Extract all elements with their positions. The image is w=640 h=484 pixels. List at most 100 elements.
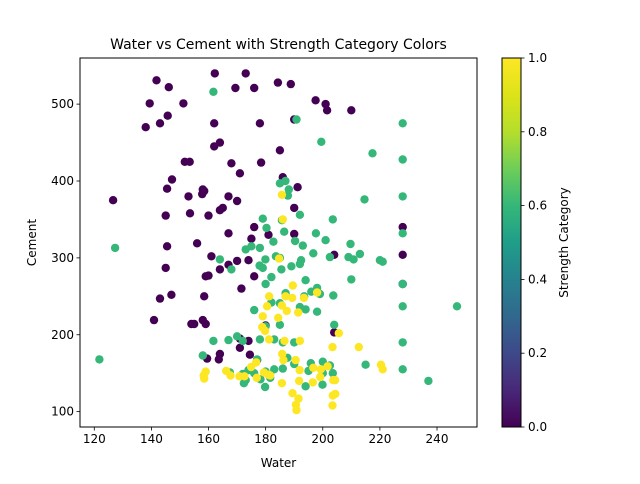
y-tick-label: 400 [51, 174, 74, 188]
data-point [316, 372, 325, 382]
data-point [361, 360, 370, 369]
data-point [292, 115, 301, 124]
data-point [95, 355, 104, 364]
data-point [295, 210, 305, 219]
data-point [244, 256, 253, 265]
data-point [232, 256, 242, 266]
data-point [281, 176, 290, 186]
data-point [279, 355, 288, 365]
data-point [274, 313, 283, 322]
y-tick-label: 300 [51, 251, 74, 265]
colorbar-tick-label: 0.8 [528, 125, 547, 139]
data-point [360, 195, 369, 204]
data-point [270, 365, 279, 374]
plot-frame [79, 57, 478, 428]
data-point [294, 376, 304, 386]
data-point [278, 364, 287, 373]
data-point [260, 382, 270, 392]
x-tick-label: 180 [254, 432, 277, 446]
data-point [346, 239, 355, 249]
data-point [227, 265, 236, 274]
data-point [368, 149, 377, 158]
data-point [155, 119, 165, 128]
data-point [277, 301, 287, 310]
data-point [204, 211, 213, 220]
data-point [275, 320, 285, 329]
data-point [281, 292, 290, 301]
data-point [398, 302, 407, 311]
data-point [328, 342, 337, 352]
colorbar-tick-label: 0.2 [528, 346, 547, 360]
data-point [291, 355, 300, 365]
data-point [287, 262, 296, 271]
data-point [398, 365, 407, 374]
data-point [316, 365, 325, 374]
x-tick-label: 220 [368, 432, 391, 446]
data-point [325, 252, 335, 262]
data-point [185, 209, 195, 218]
data-point [311, 229, 321, 238]
data-point [250, 222, 259, 232]
data-point [308, 378, 317, 387]
data-point [267, 272, 276, 282]
data-point [273, 78, 283, 87]
data-point [301, 305, 310, 314]
data-point [108, 196, 118, 205]
y-axis-ticks: 100 200 300 400 500 [51, 97, 80, 419]
data-point [215, 138, 225, 147]
data-point [155, 294, 165, 303]
data-point [398, 229, 407, 238]
data-point [262, 302, 272, 311]
data-point [282, 306, 291, 316]
data-point [207, 252, 216, 261]
x-tick-label: 160 [197, 432, 220, 446]
data-point [398, 119, 407, 128]
data-point [286, 79, 295, 89]
data-point [317, 137, 326, 146]
colorbar-tick-label: 1.0 [528, 51, 547, 65]
data-point [218, 203, 227, 213]
data-point [231, 83, 240, 93]
data-point [198, 189, 207, 199]
data-point [328, 369, 337, 378]
data-point [329, 291, 338, 300]
data-point [347, 275, 356, 284]
data-point [264, 370, 273, 379]
data-point [294, 308, 303, 317]
data-point [204, 271, 213, 280]
data-point [398, 222, 407, 232]
points-layer [95, 69, 462, 415]
data-point [239, 379, 249, 388]
y-tick-label: 200 [51, 328, 74, 342]
y-tick-label: 500 [51, 97, 74, 111]
data-point [224, 192, 233, 201]
data-point [376, 360, 386, 369]
data-point [331, 389, 340, 399]
data-point [264, 335, 274, 344]
data-point [210, 69, 219, 78]
data-point [110, 243, 120, 253]
colorbar-tick-label: 0.0 [528, 420, 547, 434]
colorbar-tick-label: 0.6 [528, 199, 547, 213]
colorbar-ticks: 0.0 0.2 0.4 0.6 0.8 1.0 [521, 51, 547, 434]
data-point [321, 99, 330, 109]
data-point [237, 284, 246, 293]
data-point [250, 83, 259, 93]
data-point [247, 234, 256, 243]
data-point [354, 342, 363, 352]
data-point [328, 215, 337, 224]
x-axis-label: Water [261, 456, 297, 470]
data-point [274, 254, 284, 263]
data-point [255, 335, 265, 344]
data-point [288, 389, 297, 398]
data-point [299, 293, 309, 303]
data-point [293, 183, 302, 192]
data-point [238, 336, 247, 346]
colorbar-tick-label: 0.4 [528, 272, 547, 286]
data-point [185, 157, 194, 166]
data-point [323, 362, 332, 371]
data-point [301, 382, 310, 391]
data-point [246, 362, 256, 372]
